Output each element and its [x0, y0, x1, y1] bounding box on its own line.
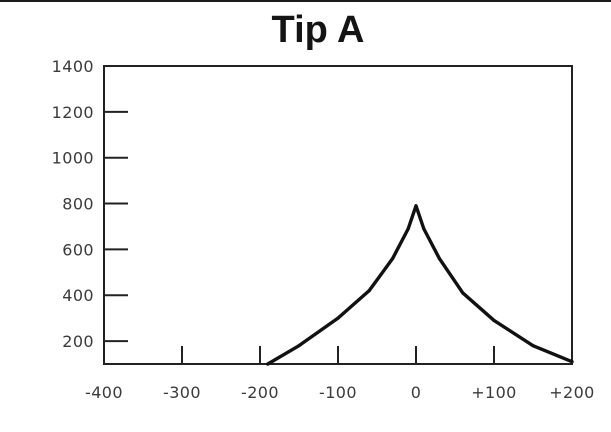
y-tick-label: 200: [62, 332, 94, 351]
x-tick-label: +100: [471, 383, 517, 402]
x-tick-label: +200: [549, 383, 595, 402]
x-axis-ticks: -400 -300 -200 -100 0 +100 +200: [85, 346, 595, 402]
series-point: [422, 227, 426, 231]
series-point: [437, 256, 441, 261]
series-point: [406, 227, 410, 231]
y-tick-label: 600: [62, 240, 94, 259]
x-tick-label: -200: [241, 383, 279, 402]
y-tick-label: 400: [62, 286, 94, 305]
series-point: [414, 204, 418, 208]
top-border: [0, 0, 611, 2]
y-axis-ticks: 200 400 600 800 1000 1200 1400: [52, 57, 128, 351]
series-point: [266, 362, 270, 366]
series-point: [336, 316, 340, 320]
series-point: [492, 318, 496, 323]
y-tick-label: 800: [62, 195, 94, 214]
series-point: [367, 289, 371, 293]
x-tick-label: -100: [319, 383, 357, 402]
x-tick-label: -400: [85, 383, 123, 402]
series-line: [266, 204, 574, 366]
series-point: [391, 256, 395, 261]
y-tick-label: 1200: [52, 103, 94, 122]
chart-title: Tip A: [272, 9, 365, 51]
series-layer: [266, 204, 574, 366]
series-point: [531, 344, 535, 348]
series-point: [297, 344, 301, 348]
y-tick-label: 1000: [52, 149, 94, 168]
series-point: [570, 360, 574, 364]
y-tick-label: 1400: [52, 57, 94, 76]
x-tick-label: -300: [163, 383, 201, 402]
series-point: [461, 291, 465, 295]
x-tick-label: 0: [411, 383, 422, 402]
